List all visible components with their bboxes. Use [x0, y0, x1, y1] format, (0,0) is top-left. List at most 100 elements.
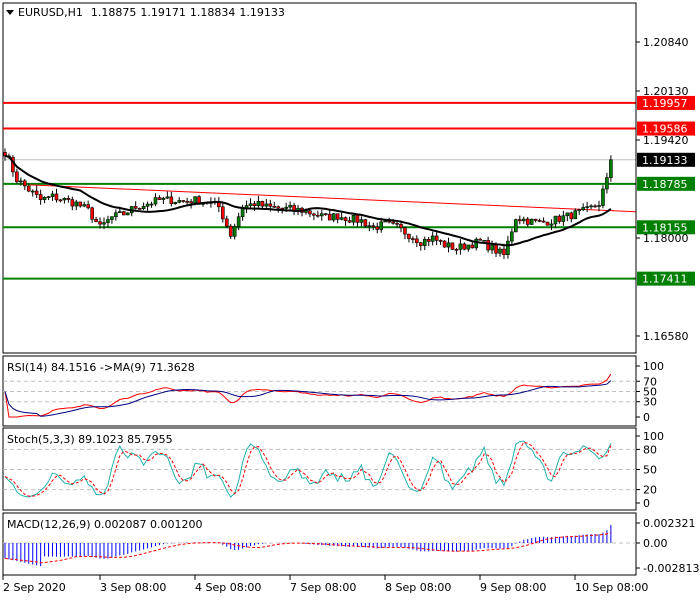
macd-label: MACD(12,26,9) 0.002087 0.001200: [7, 518, 203, 531]
candle-body: [137, 208, 142, 210]
candle-body: [351, 214, 356, 223]
candle-body: [498, 248, 502, 254]
candle-body: [474, 238, 479, 249]
indicator-axis-label: 20: [643, 484, 657, 497]
candle-body: [597, 205, 601, 207]
symbol-header: EURUSD,H1 1.18875 1.19171 1.18834 1.19133: [18, 6, 285, 19]
candle-body: [418, 242, 423, 246]
indicator-axis-label: 30: [643, 396, 657, 409]
macd-panel[interactable]: MACD(12,26,9) 0.002087 0.001200: [2, 512, 637, 576]
stoch-panel[interactable]: Stoch(5,3,3) 89.1023 85.7955: [2, 427, 637, 511]
candle-body: [415, 238, 419, 243]
candle-body: [221, 206, 225, 220]
candle-body: [470, 244, 475, 249]
candle-body: [34, 190, 39, 195]
indicator-axis-label: 80: [643, 443, 657, 456]
candle-body: [458, 243, 463, 250]
level-tag: [637, 121, 695, 136]
candle-body: [15, 171, 19, 183]
candle-body: [62, 198, 67, 201]
indicator-axis-label: 70: [643, 375, 657, 388]
candle-body: [125, 212, 130, 216]
candle-body: [224, 218, 229, 227]
candle-body: [407, 233, 411, 239]
candle-body: [482, 239, 486, 242]
time-axis-label: 3 Sep 08:00: [100, 581, 166, 594]
candle-body: [494, 244, 498, 254]
candle-body: [609, 159, 613, 178]
candle-body: [165, 196, 170, 199]
candle-body: [391, 221, 395, 224]
candle-body: [110, 216, 114, 220]
candle-body: [177, 200, 182, 203]
price-axis[interactable]: 1.20840 1.20130 1.19420 1.18000 1.16580: [635, 3, 689, 353]
candle-body: [529, 218, 534, 225]
stoch-main-line: [4, 440, 612, 498]
candle-body: [50, 193, 55, 197]
candle-body: [553, 215, 558, 225]
candle-body: [478, 238, 483, 241]
candle-body: [236, 216, 241, 227]
candle-body: [561, 215, 566, 222]
candle-body: [260, 200, 265, 207]
candle-body: [514, 219, 518, 233]
candle-body: [189, 201, 193, 204]
candle-body: [106, 219, 110, 223]
level-tag: [637, 176, 695, 191]
candle-body: [450, 242, 455, 250]
candle-body: [438, 240, 443, 242]
level-tag-price: 1.19586: [642, 123, 688, 136]
candle-body: [38, 194, 43, 200]
indicator-axis-label: 0: [643, 497, 650, 510]
candle-body: [379, 221, 384, 230]
candle-body: [323, 213, 328, 215]
candle-body: [26, 185, 31, 192]
time-axis-label: 4 Sep 08:00: [195, 581, 261, 594]
candle-body: [94, 218, 98, 223]
candle-body: [264, 203, 269, 207]
level-tag: [637, 95, 695, 110]
candle-body: [577, 209, 582, 211]
candle-body: [193, 196, 197, 204]
candle-body: [446, 242, 451, 248]
indicator-axis-label: -0.002813: [643, 562, 699, 575]
level-tag-price: 1.18155: [642, 221, 688, 234]
price-axis-label: 1.20840: [643, 36, 689, 49]
candle-body: [339, 217, 344, 220]
candle-body: [66, 198, 71, 200]
candle-body: [240, 208, 245, 218]
candle-body: [422, 239, 427, 246]
candle-body: [248, 203, 253, 206]
candle-body: [585, 206, 589, 208]
candle-body: [173, 202, 178, 204]
rsi-panel[interactable]: RSI(14) 84.1516 ->MA(9) 71.3628: [2, 355, 637, 427]
candle-body: [442, 240, 447, 248]
candle-body: [169, 196, 174, 204]
candle-body: [426, 239, 431, 242]
indicator-axis-label: 100: [643, 430, 664, 443]
current-price-tag: [637, 152, 695, 167]
candle-body: [343, 217, 348, 221]
time-axis[interactable]: 2 Sep 2020 3 Sep 08:00 4 Sep 08:00 7 Sep 08…: [2, 575, 648, 594]
main-price-panel[interactable]: EURUSD,H1 1.18875 1.19171 1.18834 1.19133: [2, 2, 637, 354]
candle-body: [601, 188, 605, 206]
candle-body: [74, 201, 79, 207]
candle-body: [363, 219, 368, 227]
candle-body: [133, 206, 138, 209]
candle-body: [581, 207, 585, 210]
candle-body: [118, 211, 122, 214]
candle-body: [525, 218, 530, 225]
candle-body: [462, 243, 467, 250]
time-axis-label: 8 Sep 08:00: [385, 581, 451, 594]
candle-body: [157, 197, 162, 200]
trendline[interactable]: [29, 184, 637, 213]
candle-body: [272, 205, 277, 208]
candle-body: [510, 231, 514, 242]
candle-body: [490, 244, 494, 251]
candle-body: [58, 199, 63, 202]
candle-body: [98, 221, 102, 225]
candle-body: [502, 248, 506, 256]
level-tag: [637, 271, 695, 286]
dropdown-triangle-icon[interactable]: [6, 10, 14, 15]
